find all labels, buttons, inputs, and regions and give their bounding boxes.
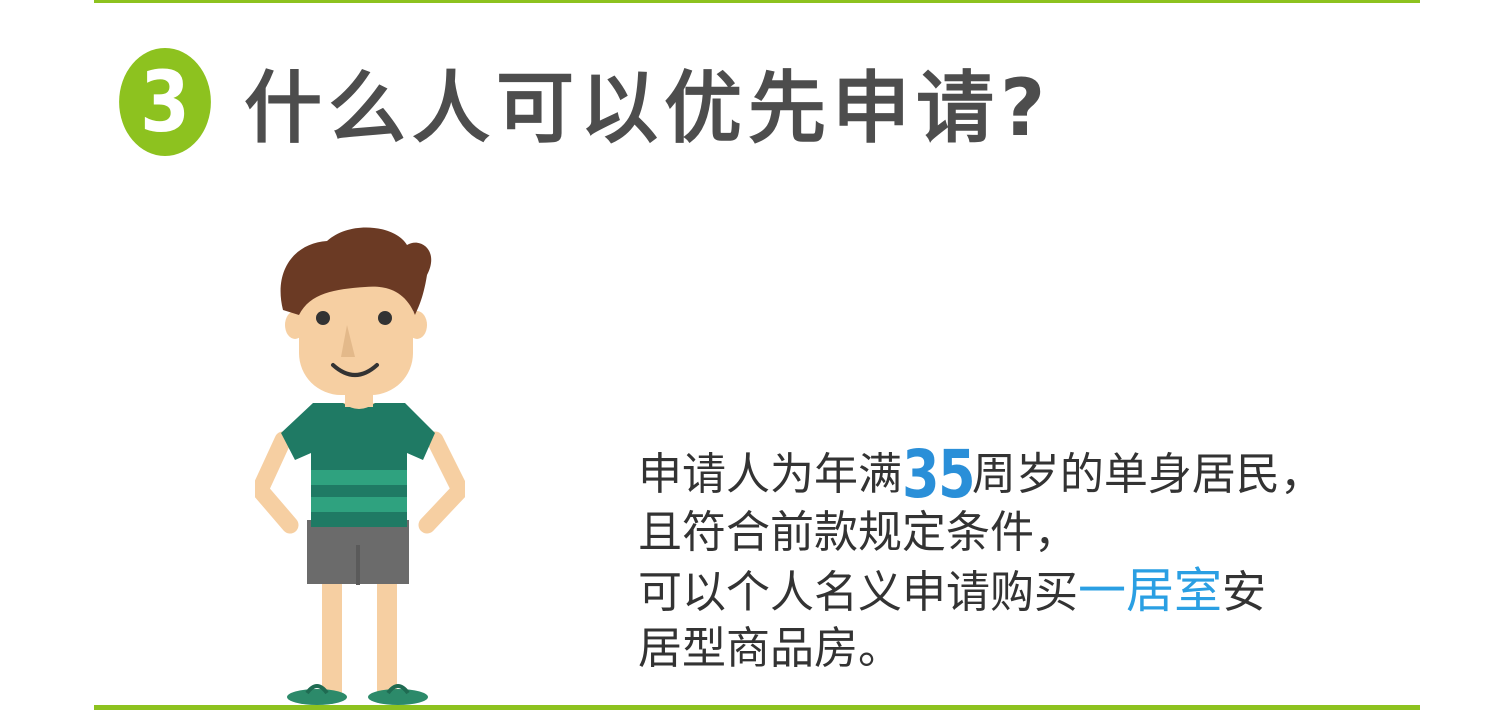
step-number-badge: 3 [119,48,211,156]
age-number: 35 [902,436,976,513]
line1-text-after: 周岁的单身居民， [971,449,1324,500]
top-divider [94,0,1420,3]
line3-text-before: 可以个人名义申请购买 [638,567,1078,618]
bottom-divider [94,705,1420,710]
eligibility-description: 申请人为年满35周岁的单身居民， 且符合前款规定条件， 可以个人名义申请购买一居… [638,436,1428,678]
cartoon-man-icon [255,227,465,705]
line3-text-after: 安 [1222,567,1267,618]
description-line-1: 申请人为年满35周岁的单身居民， [638,436,1428,513]
line1-text-before: 申请人为年满 [638,449,902,500]
description-line-3: 可以个人名义申请购买一居室安 [638,562,1428,620]
description-line-4: 居型商品房。 [638,623,902,674]
highlight-one-bedroom: 一居室 [1078,563,1223,619]
description-line-2: 且符合前款规定条件， [638,507,1078,558]
page-title: 什么人可以优先申请? [244,64,1052,154]
